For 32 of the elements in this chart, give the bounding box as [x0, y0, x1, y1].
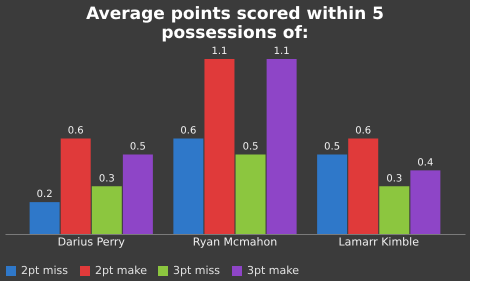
bar [204, 59, 234, 234]
x-tick-label: Ryan Mcmahon [192, 236, 278, 248]
data-label: 0.5 [242, 141, 258, 152]
x-tick-label: Lamarr Kimble [338, 236, 420, 248]
bar [122, 154, 153, 234]
data-label: 0.6 [68, 126, 84, 137]
legend-label: 2pt make [95, 264, 148, 277]
data-label: 0.4 [417, 157, 434, 168]
bar [410, 170, 440, 234]
data-label: 0.3 [98, 173, 115, 184]
data-label: 1.1 [274, 46, 290, 57]
bar [379, 186, 410, 234]
legend-label: 3pt make [247, 264, 300, 277]
data-label: 0.5 [130, 141, 146, 152]
bar [236, 154, 266, 234]
data-label: 1.1 [212, 46, 228, 57]
data-label: 0.3 [386, 173, 402, 184]
bar [348, 138, 378, 234]
legend-label: 2pt miss [21, 264, 68, 277]
data-label: 0.2 [36, 189, 53, 200]
data-label: 0.6 [355, 126, 372, 137]
chart-title: Average points scored within 5 possessions of: [86, 4, 384, 43]
bar [92, 186, 122, 234]
bar [30, 202, 60, 234]
data-label: 0.6 [180, 126, 196, 137]
bar [60, 138, 91, 234]
bar [266, 59, 297, 234]
x-tick-label: Darius Perry [58, 236, 126, 248]
data-label: 0.5 [324, 141, 340, 152]
bar [173, 138, 204, 234]
bar [317, 154, 348, 234]
legend-label: 3pt miss [173, 264, 220, 277]
